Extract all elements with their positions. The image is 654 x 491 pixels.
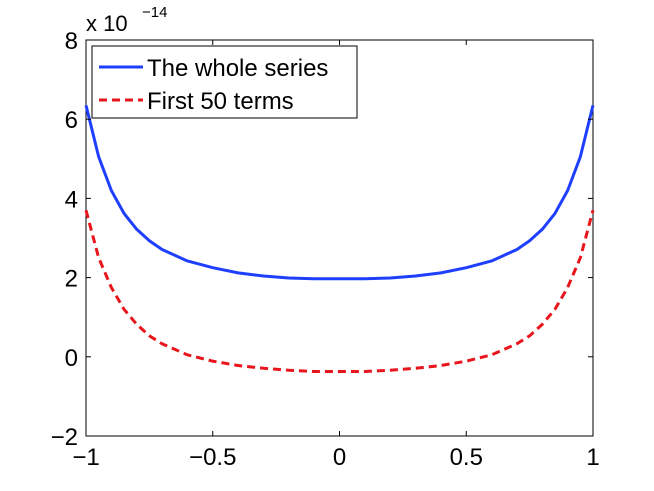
series-layer — [84, 104, 595, 373]
series-line-whole-series — [84, 104, 595, 281]
y-multiplier: x 10 −14 — [86, 4, 167, 36]
y-tick-label: 2 — [65, 266, 78, 293]
x-tick-label: 0 — [333, 444, 346, 471]
y-tick-label: 4 — [65, 186, 78, 213]
series-line-first-50-terms — [84, 209, 595, 373]
y-tick-label: −2 — [51, 424, 78, 451]
legend: The whole series First 50 terms — [91, 45, 358, 119]
x-tick-label: −1 — [72, 444, 99, 471]
tick-layer: −1 −0.5 0 0.5 1 −2 0 2 4 6 8 — [51, 28, 600, 471]
legend-label-first-50-terms: First 50 terms — [147, 88, 294, 115]
y-tick-label: 8 — [65, 28, 78, 55]
x-tick-label: 0.5 — [450, 444, 483, 471]
y-tick-label: 0 — [65, 345, 78, 372]
y-tick-label: 6 — [65, 107, 78, 134]
legend-label-whole-series: The whole series — [147, 55, 328, 82]
x-tick-label: 1 — [586, 444, 599, 471]
y-multiplier-base: x 10 — [86, 11, 128, 36]
x-tick-label: −0.5 — [189, 444, 236, 471]
y-multiplier-exponent: −14 — [142, 4, 167, 21]
legend-box — [91, 45, 358, 119]
